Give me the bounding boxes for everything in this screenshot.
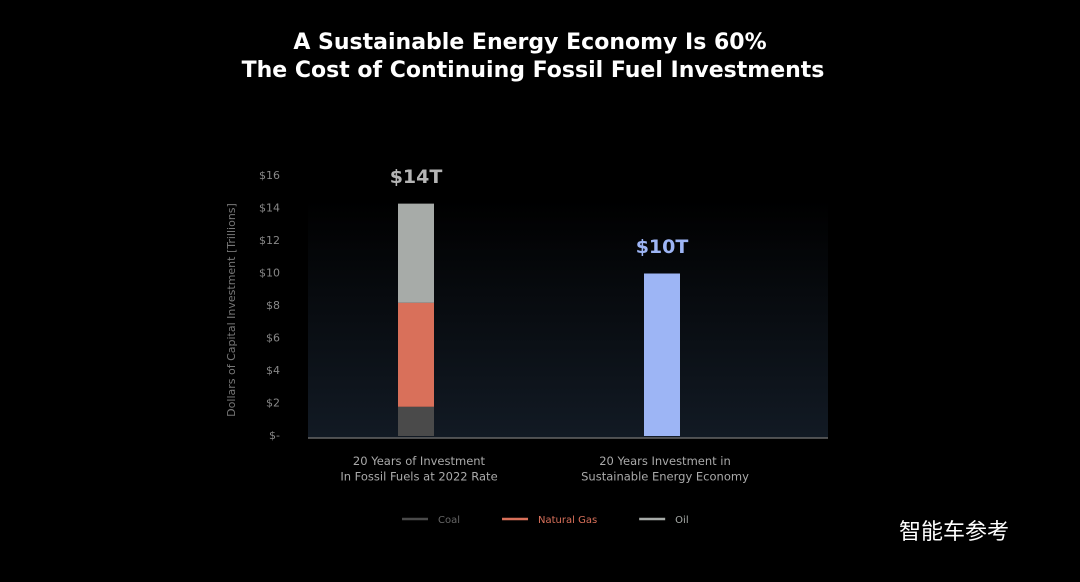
- bar-segment: [398, 203, 434, 303]
- y-tick-label: $4: [266, 364, 280, 377]
- y-tick-label: $12: [259, 234, 280, 247]
- stack-label: $10T: [636, 236, 689, 258]
- stack-label: $14T: [390, 166, 443, 188]
- chart-title: A Sustainable Energy Economy Is 60%: [293, 30, 766, 55]
- bar-segment: [398, 302, 434, 407]
- y-tick-label: $14: [259, 202, 280, 215]
- bar-segment: [644, 273, 680, 436]
- y-axis-label: Dollars of Capital Investment [Trillions…: [225, 203, 238, 417]
- bar-segment: [398, 406, 434, 436]
- legend-label: Natural Gas: [538, 515, 597, 526]
- legend-label: Oil: [675, 515, 688, 526]
- legend-label: Coal: [438, 515, 460, 526]
- chart-title: The Cost of Continuing Fossil Fuel Inves…: [242, 58, 825, 83]
- plot-area: [308, 200, 828, 438]
- y-tick-label: $6: [266, 332, 280, 345]
- watermark: 智能车参考: [899, 520, 1009, 545]
- y-tick-label: $10: [259, 267, 280, 280]
- y-tick-label: $8: [266, 299, 280, 312]
- y-tick-label: $-: [269, 429, 280, 442]
- x-tick-label: 20 Years of Investment In Fossil Fuels at…: [340, 454, 497, 484]
- y-tick-label: $16: [259, 169, 280, 182]
- x-tick-label: 20 Years Investment in Sustainable Energy…: [581, 454, 749, 484]
- y-tick-label: $2: [266, 397, 280, 410]
